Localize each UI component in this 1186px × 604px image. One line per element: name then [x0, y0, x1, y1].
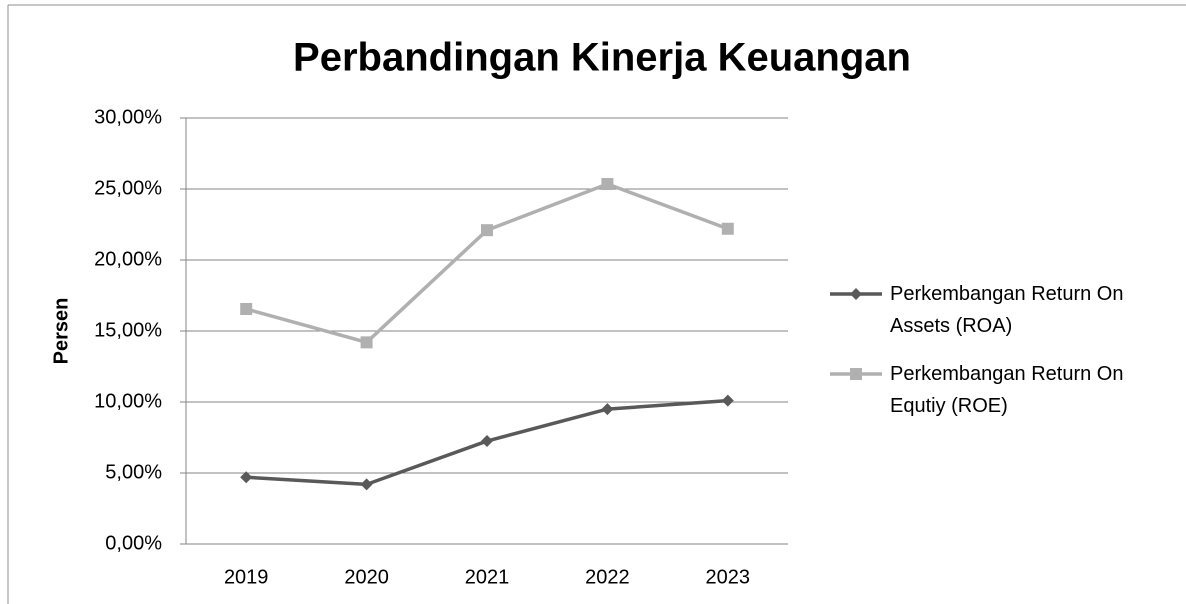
x-tick-label: 2019: [224, 566, 269, 588]
marker: [240, 302, 253, 315]
marker: [601, 403, 614, 416]
marker: [850, 288, 862, 300]
marker: [360, 478, 373, 491]
series-line: [245, 182, 729, 345]
x-tick-label: 2020: [344, 566, 389, 588]
marker: [850, 368, 862, 380]
marker: [601, 178, 614, 191]
y-tick-label: 10,00%: [94, 390, 162, 412]
chart-title: Perbandingan Kinerja Keuangan: [293, 36, 911, 80]
y-tick-label: 25,00%: [94, 177, 162, 199]
legend-icon: [830, 288, 882, 300]
marker: [481, 224, 493, 237]
y-tick-label: 20,00%: [94, 248, 162, 270]
x-tick-label: 2022: [585, 566, 630, 588]
legend-label: Perkembangan Return On Assets (ROA): [890, 283, 1124, 337]
legend-label: Perkembangan Return On Equtiy (ROE): [890, 363, 1124, 417]
x-tick-label: 2021: [465, 566, 510, 588]
x-tick-label: 2023: [706, 566, 751, 588]
y-tick-label: 0,00%: [105, 532, 162, 554]
marker: [240, 471, 253, 484]
y-tick-label: 5,00%: [105, 461, 162, 483]
legend-icon: [830, 368, 882, 380]
y-axis-label: Persen: [50, 298, 72, 365]
y-tick-label: 15,00%: [94, 319, 162, 341]
y-tick-label: 30,00%: [94, 106, 162, 128]
legend-item: Perkembangan Return On Assets (ROA): [828, 278, 1178, 342]
marker: [481, 435, 493, 448]
marker: [721, 394, 734, 407]
marker: [721, 222, 734, 235]
legend-item: Perkembangan Return On Equtiy (ROE): [828, 358, 1178, 422]
marker: [360, 336, 373, 349]
